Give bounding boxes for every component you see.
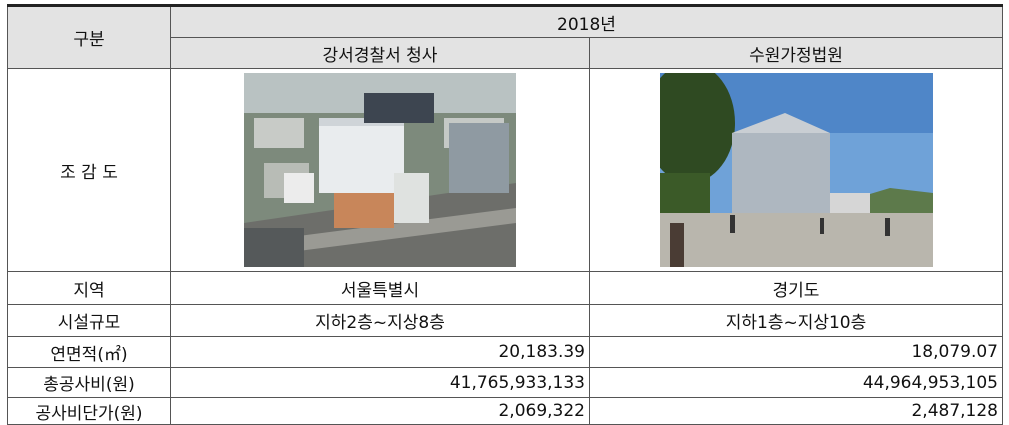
number-cell: 18,079.07	[589, 336, 1003, 368]
row-label: 연면적(㎡)	[7, 336, 171, 368]
row-label: 시설규모	[7, 304, 171, 337]
row-label: 조 감 도	[7, 68, 171, 272]
header-cell: 수원가정법원	[589, 37, 1003, 69]
data-row: 공사비단가(원) 2,069,322 2,487,128	[7, 397, 1003, 425]
row-label: 지역	[7, 271, 171, 305]
number-cell: 41,765,933,133	[170, 367, 590, 398]
text-cell: 지하1층~지상10층	[589, 304, 1003, 337]
image-row: 조 감 도	[7, 68, 1003, 272]
number-cell: 20,183.39	[170, 336, 590, 368]
text-cell: 지하2층~지상8층	[170, 304, 590, 337]
number-cell: 44,964,953,105	[589, 367, 1003, 398]
number-cell: 2,069,322	[170, 397, 590, 425]
data-row: 총공사비(원) 41,765,933,133 44,964,953,105	[7, 367, 1003, 398]
header-row: 강서경찰서 청사 수원가정법원	[8, 37, 1003, 69]
number-cell: 2,487,128	[589, 397, 1003, 425]
row-label: 공사비단가(원)	[7, 397, 171, 425]
data-row: 시설규모 지하2층~지상8층 지하1층~지상10층	[7, 304, 1003, 337]
header-cell: 2018년	[170, 4, 1003, 38]
header-cell: 강서경찰서 청사	[170, 37, 590, 69]
comparison-table: 구분 2018년 강서경찰서 청사 수원가정법원 조 감 도 지역 서울특별시 경기…	[7, 4, 1003, 425]
text-cell: 경기도	[589, 271, 1003, 305]
rendering-image	[244, 73, 516, 267]
row-label: 총공사비(원)	[7, 367, 171, 398]
header-row: 구분 2018년	[7, 4, 1003, 69]
data-row: 연면적(㎡) 20,183.39 18,079.07	[7, 336, 1003, 368]
rendering-image	[659, 73, 933, 267]
header-cell: 구분	[7, 4, 171, 69]
data-row: 지역 서울특별시 경기도	[7, 271, 1003, 305]
image-cell	[170, 68, 590, 272]
text-cell: 서울특별시	[170, 271, 590, 305]
image-cell	[589, 68, 1003, 272]
